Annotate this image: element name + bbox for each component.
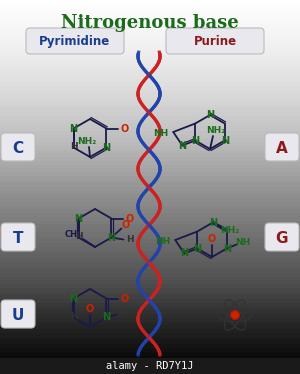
Text: N: N [70,123,78,134]
Text: N: N [191,135,199,145]
Text: NH₂: NH₂ [77,137,97,145]
FancyBboxPatch shape [26,28,124,54]
Text: H: H [70,312,77,321]
Text: N: N [193,243,201,254]
Text: N: N [102,142,110,153]
Text: N: N [74,214,83,224]
Text: NH: NH [235,238,250,247]
Text: H: H [70,142,77,151]
FancyBboxPatch shape [265,223,299,251]
Text: T: T [13,230,23,245]
Text: N: N [223,243,231,254]
Text: H: H [118,308,125,317]
Circle shape [230,310,239,319]
Text: CH₃: CH₃ [65,230,81,239]
FancyBboxPatch shape [1,223,35,251]
Text: NH: NH [155,236,170,245]
Text: G: G [276,230,288,245]
Text: N: N [107,233,116,242]
Text: N: N [70,294,78,303]
Text: H: H [75,232,83,241]
Text: NH₂: NH₂ [206,126,226,135]
Text: O: O [120,294,129,303]
Text: Purine: Purine [194,34,237,47]
Text: H: H [126,235,133,244]
Text: alamy - RD7Y1J: alamy - RD7Y1J [106,361,194,371]
Text: U: U [12,307,24,322]
Text: O: O [121,220,130,230]
FancyBboxPatch shape [0,358,300,374]
FancyBboxPatch shape [1,300,35,328]
Text: C: C [12,141,24,156]
Text: N: N [206,110,214,120]
Text: O: O [120,123,129,134]
Text: Pyrimidine: Pyrimidine [39,34,111,47]
Text: N: N [102,313,110,322]
Text: A: A [276,141,288,156]
FancyBboxPatch shape [166,28,264,54]
Text: O: O [86,304,94,314]
Text: N: N [180,248,188,258]
Text: N: N [209,218,217,228]
Text: NH₂: NH₂ [220,226,240,234]
Text: Nitrogenous base: Nitrogenous base [61,14,239,32]
Text: O: O [208,234,216,244]
Text: O: O [125,214,134,224]
Text: N: N [221,135,229,145]
FancyBboxPatch shape [265,133,299,161]
Text: NH: NH [153,129,168,138]
FancyBboxPatch shape [1,133,35,161]
Text: N: N [178,141,186,150]
